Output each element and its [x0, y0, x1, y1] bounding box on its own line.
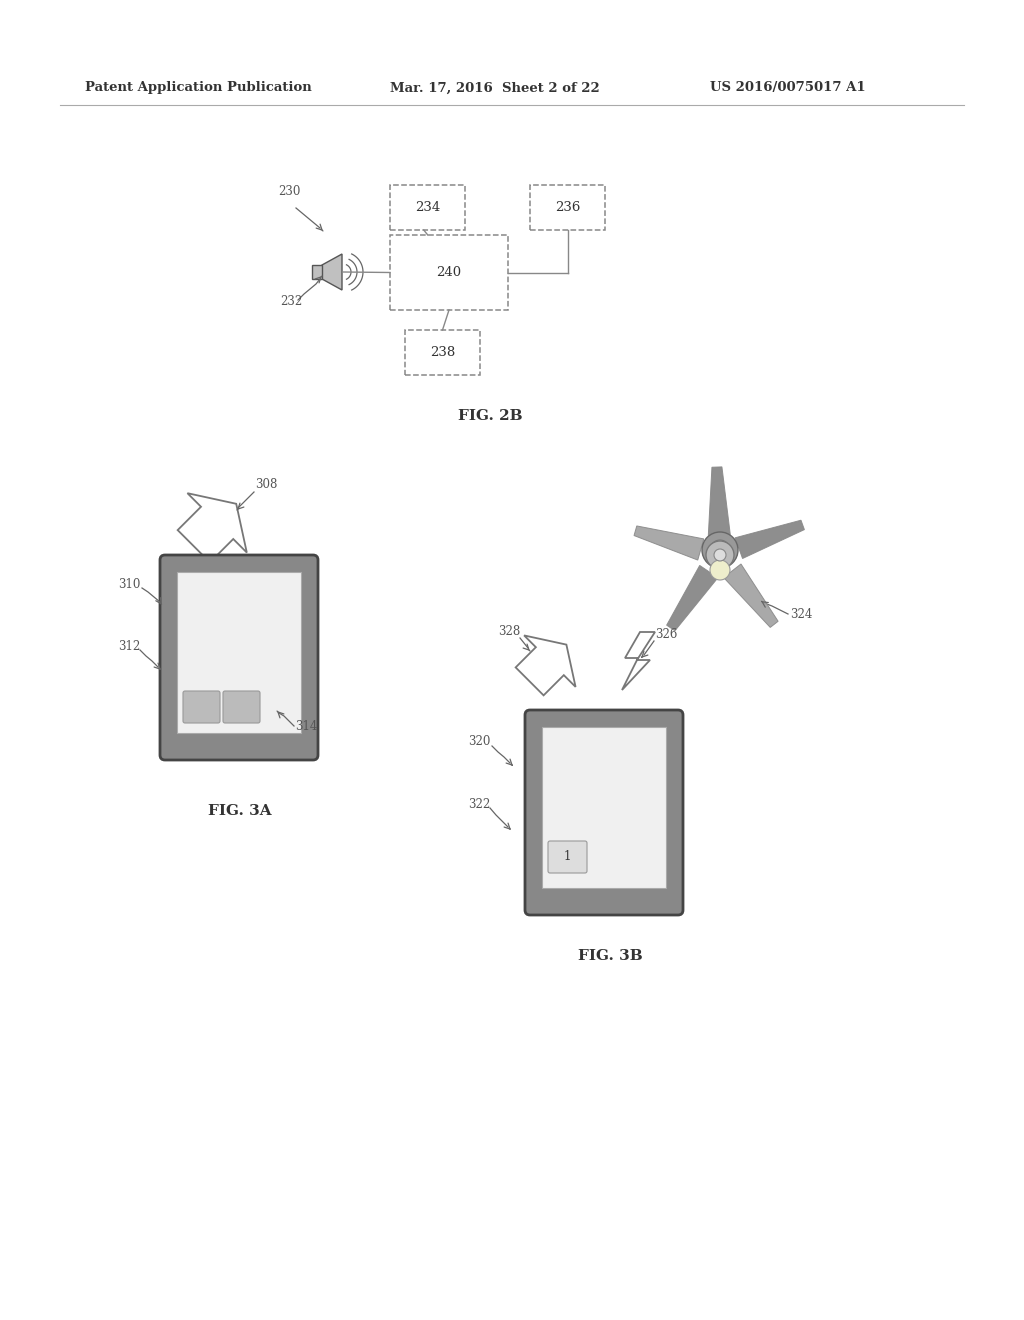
- Text: 312: 312: [118, 640, 140, 653]
- Bar: [390, 235, 508, 310]
- Polygon shape: [516, 635, 575, 696]
- Text: 320: 320: [468, 735, 490, 748]
- Text: 230: 230: [278, 185, 300, 198]
- Circle shape: [706, 541, 734, 569]
- Circle shape: [702, 532, 738, 568]
- Text: 328: 328: [498, 624, 520, 638]
- FancyBboxPatch shape: [160, 554, 318, 760]
- Text: FIG. 3A: FIG. 3A: [208, 804, 271, 818]
- Text: 314: 314: [295, 719, 317, 733]
- Polygon shape: [724, 564, 778, 627]
- Bar: [312, 265, 322, 279]
- Text: Mar. 17, 2016  Sheet 2 of 22: Mar. 17, 2016 Sheet 2 of 22: [390, 82, 600, 95]
- Bar: [390, 185, 465, 230]
- Text: Patent Application Publication: Patent Application Publication: [85, 82, 311, 95]
- Text: 326: 326: [655, 628, 677, 642]
- FancyBboxPatch shape: [183, 690, 220, 723]
- FancyBboxPatch shape: [223, 690, 260, 723]
- Text: 1: 1: [564, 850, 571, 863]
- Polygon shape: [634, 525, 703, 560]
- Polygon shape: [709, 467, 730, 536]
- Circle shape: [710, 540, 730, 560]
- Text: 234: 234: [415, 201, 440, 214]
- Circle shape: [714, 549, 726, 561]
- Text: 308: 308: [255, 478, 278, 491]
- FancyBboxPatch shape: [548, 841, 587, 873]
- FancyBboxPatch shape: [525, 710, 683, 915]
- FancyBboxPatch shape: [542, 727, 666, 888]
- Bar: [530, 185, 605, 230]
- Polygon shape: [622, 632, 655, 690]
- Text: FIG. 2B: FIG. 2B: [458, 409, 522, 422]
- Text: 310: 310: [118, 578, 140, 591]
- Text: 324: 324: [790, 609, 812, 620]
- Bar: [406, 330, 480, 375]
- Text: 232: 232: [280, 294, 302, 308]
- Text: 322: 322: [468, 799, 490, 810]
- FancyBboxPatch shape: [177, 572, 301, 733]
- Text: US 2016/0075017 A1: US 2016/0075017 A1: [710, 82, 865, 95]
- Polygon shape: [667, 565, 718, 631]
- Text: FIG. 3B: FIG. 3B: [578, 949, 642, 964]
- Polygon shape: [322, 253, 342, 290]
- Polygon shape: [178, 494, 247, 562]
- Text: 238: 238: [430, 346, 455, 359]
- Circle shape: [710, 560, 730, 579]
- Text: 240: 240: [436, 267, 462, 279]
- Text: 236: 236: [555, 201, 581, 214]
- Polygon shape: [735, 520, 805, 558]
